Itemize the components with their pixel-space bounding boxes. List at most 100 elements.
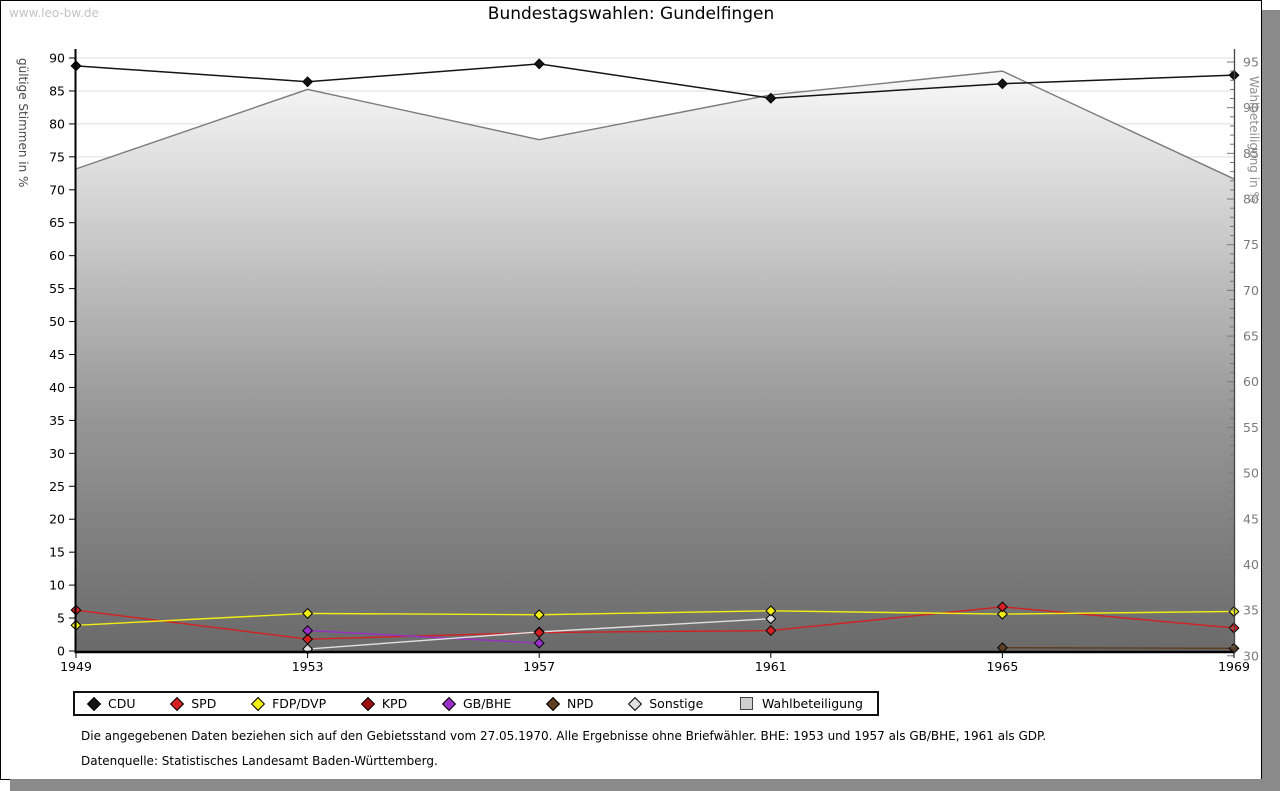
svg-text:20: 20	[49, 512, 65, 527]
svg-text:30: 30	[1243, 648, 1259, 663]
marker-cdu	[533, 58, 545, 70]
svg-text:50: 50	[1243, 466, 1259, 481]
footnote-gebietsstand: Die angegebenen Daten beziehen sich auf …	[81, 729, 1047, 743]
legend-item-kpd: KPD	[360, 696, 408, 711]
line-npd	[1002, 647, 1235, 650]
svg-text:80: 80	[1243, 192, 1259, 207]
svg-text:85: 85	[49, 83, 65, 98]
chart-title: Bundestagswahlen: Gundelfingen	[487, 4, 775, 24]
diamond-swatch-icon	[86, 696, 102, 711]
svg-text:90: 90	[1243, 100, 1259, 115]
marker-spd	[996, 601, 1008, 613]
svg-text:60: 60	[1243, 374, 1259, 389]
svg-text:90: 90	[49, 51, 65, 66]
svg-text:30: 30	[49, 446, 65, 461]
svg-text:0: 0	[57, 644, 65, 659]
watermark-text: www.leo-bw.de	[9, 6, 99, 20]
series-lines	[75, 63, 1235, 650]
line-fdp-dvp	[75, 610, 1235, 627]
svg-text:25: 25	[49, 479, 65, 494]
x-tick-label: 1969	[1218, 659, 1250, 674]
legend-label: KPD	[381, 696, 408, 711]
square-swatch-icon	[740, 697, 753, 710]
svg-text:80: 80	[49, 116, 65, 131]
svg-text:55: 55	[49, 281, 65, 296]
svg-text:15: 15	[49, 545, 65, 560]
marker-cdu	[996, 78, 1008, 90]
diamond-swatch-icon	[360, 696, 375, 711]
line-cdu	[75, 63, 1235, 99]
legend-item-npd: NPD	[545, 696, 594, 711]
svg-text:70: 70	[1243, 283, 1259, 298]
svg-text:35: 35	[1243, 603, 1259, 618]
marker-spd	[765, 625, 777, 637]
svg-text:60: 60	[49, 248, 65, 263]
series-markers	[70, 58, 1240, 655]
legend-item-fdp-dvp: FDP/DVP	[250, 696, 327, 711]
svg-text:75: 75	[49, 149, 65, 164]
marker-fdp-dvp	[765, 605, 777, 617]
x-tick-label: 1949	[60, 659, 92, 674]
x-tick-label: 1965	[986, 659, 1018, 674]
legend-item-gb-bhe: GB/BHE	[441, 696, 512, 711]
svg-text:35: 35	[49, 413, 65, 428]
x-axis-ticks: 1949 1953 1957 1961 1965 1969	[60, 653, 1250, 674]
legend-label: CDU	[108, 696, 136, 711]
svg-text:40: 40	[49, 380, 65, 395]
window-shadow-bottom	[10, 779, 1262, 791]
footnote-datenquelle: Datenquelle: Statistisches Landesamt Bad…	[81, 754, 438, 768]
left-axis-ticks: 0 5 10 15 20 25 30 35 40 45 50 55 60 65 70 75 80 85 90	[49, 51, 75, 659]
svg-text:75: 75	[1243, 237, 1259, 252]
chart-legend: CDU SPD FDP/DVP KPD GB/BHE NPD Sonstige Wahlbet…	[73, 691, 879, 716]
svg-text:95: 95	[1243, 55, 1259, 70]
marker-cdu	[302, 76, 314, 88]
legend-item-cdu: CDU	[86, 696, 136, 711]
legend-label: SPD	[191, 696, 217, 711]
marker-spd	[533, 627, 545, 639]
marker-fdp-dvp	[996, 608, 1008, 620]
legend-label: Sonstige	[649, 696, 704, 711]
legend-item-sonstige: Sonstige	[628, 696, 704, 711]
svg-text:45: 45	[1243, 511, 1259, 526]
legend-label: Wahlbeteiligung	[762, 696, 863, 711]
x-tick-label: 1957	[523, 659, 555, 674]
marker-sonstige	[765, 613, 777, 625]
legend-label: FDP/DVP	[272, 696, 327, 711]
marker-cdu	[765, 92, 777, 104]
line-spd	[75, 606, 1235, 640]
diamond-swatch-icon	[441, 696, 457, 711]
diamond-swatch-icon	[628, 696, 643, 711]
svg-text:10: 10	[49, 578, 65, 593]
svg-text:85: 85	[1243, 146, 1259, 161]
marker-gb-bhe	[533, 637, 545, 649]
election-line-chart: 0 5 10 15 20 25 30 35 40 45 50 55 60 65 70 75 80 85 90 30 35…	[16, 49, 1261, 674]
svg-text:50: 50	[49, 314, 65, 329]
chart-figure: www.leo-bw.de Bundestagswahlen: Gundelfi…	[0, 0, 1262, 780]
diamond-swatch-icon	[250, 696, 266, 711]
svg-text:65: 65	[49, 215, 65, 230]
diamond-swatch-icon	[170, 696, 185, 711]
axes	[74, 49, 1236, 654]
marker-fdp-dvp	[533, 609, 545, 621]
legend-item-spd: SPD	[170, 696, 217, 711]
svg-text:70: 70	[49, 182, 65, 197]
legend-item-wahlbeteiligung: Wahlbeteiligung	[740, 696, 863, 711]
marker-spd	[302, 633, 314, 645]
wahlbeteiligung-area	[75, 70, 1235, 652]
x-tick-label: 1961	[755, 659, 787, 674]
svg-text:5: 5	[57, 611, 65, 626]
svg-text:40: 40	[1243, 557, 1259, 572]
right-axis-ticks: 30 35 40 45 50 55 60 65 70 75 80 85 90 95	[1227, 55, 1259, 663]
left-axis-title: gültige Stimmen in %	[16, 58, 30, 187]
right-axis-title: Wahlbeteiligung in %	[1247, 76, 1261, 203]
diamond-swatch-icon	[545, 696, 561, 711]
marker-fdp-dvp	[302, 607, 314, 619]
window-shadow-right	[1262, 10, 1280, 791]
line-gb-bhe	[307, 629, 540, 644]
legend-label: NPD	[567, 696, 594, 711]
x-tick-label: 1953	[292, 659, 324, 674]
legend-label: GB/BHE	[462, 696, 512, 711]
svg-text:65: 65	[1243, 329, 1259, 344]
svg-text:55: 55	[1243, 420, 1259, 435]
